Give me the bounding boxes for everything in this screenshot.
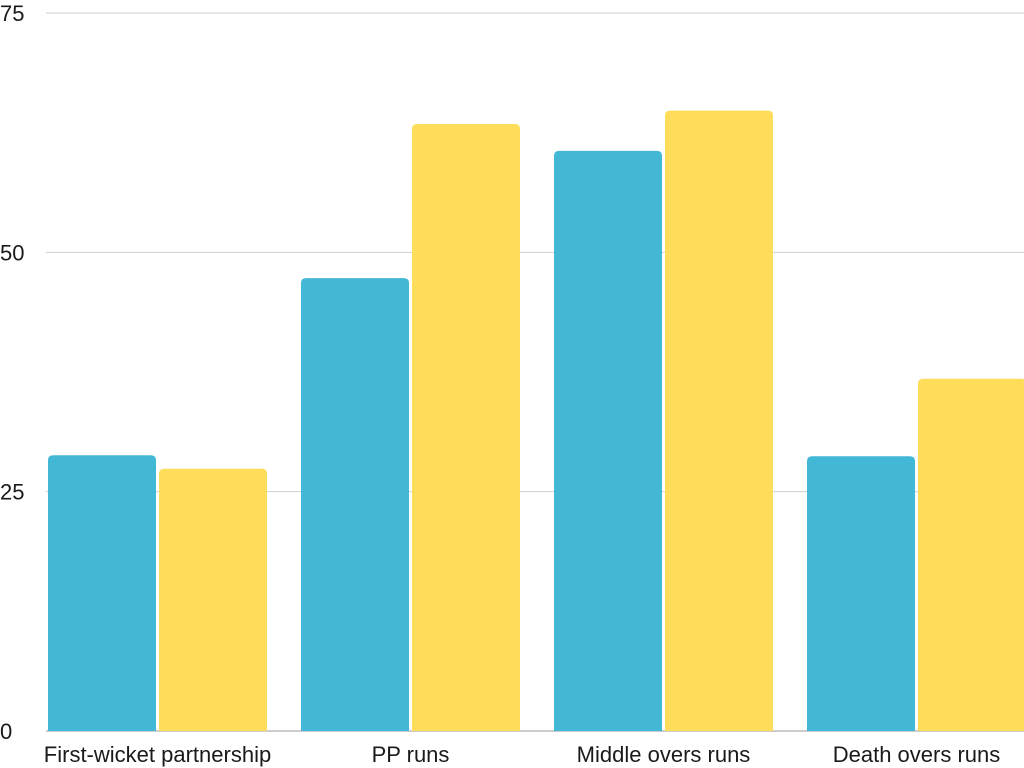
x-category-label: Middle overs runs — [577, 742, 751, 767]
y-tick-label: 25 — [0, 480, 24, 505]
bar-blue-2 — [554, 150, 662, 731]
bar-blue-1 — [301, 278, 409, 731]
y-tick-label: 0 — [0, 719, 12, 744]
axis-labels: 0 25 50 75 First-wicket partnership PP runs Mi… — [0, 1, 1000, 767]
y-tick-label: 50 — [0, 240, 24, 265]
x-category-label: PP runs — [372, 742, 450, 767]
y-tick-label: 75 — [0, 1, 24, 26]
bar-blue-3 — [807, 456, 915, 731]
bar-yellow-2 — [665, 110, 773, 731]
x-category-label: First-wicket partnership — [44, 742, 271, 767]
bar-yellow-0 — [159, 468, 267, 731]
bar-blue-0 — [48, 455, 156, 731]
x-category-label: Death overs runs — [833, 742, 1001, 767]
bar-yellow-3 — [918, 378, 1024, 731]
bar-yellow-1 — [412, 124, 520, 732]
bars — [48, 110, 1024, 732]
